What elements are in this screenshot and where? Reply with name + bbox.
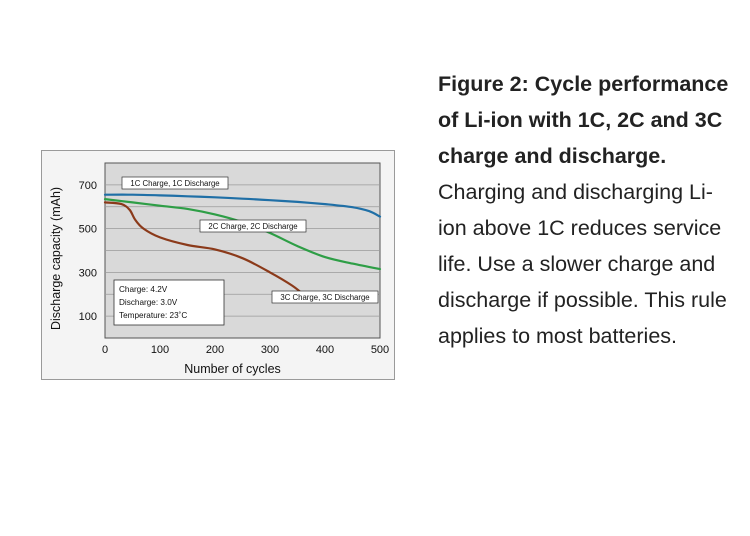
y-tick-label: 700: [79, 180, 97, 192]
x-tick-label: 400: [316, 344, 334, 356]
series-labels: 1C Charge, 1C Discharge 2C Charge, 2C Dis…: [121, 176, 379, 304]
x-tick-label: 300: [261, 344, 279, 356]
y-tick-label: 500: [79, 224, 97, 236]
series-label-box: [121, 176, 229, 190]
chart-figure: 100 300 500 700 0 100 200 300 400 500 1C Charge,…: [41, 150, 395, 380]
conditions-box-frame: [113, 279, 225, 326]
figure-caption: Figure 2: Cycle performance of Li-ion wi…: [438, 66, 738, 354]
conditions-line: Temperature: 23˚C: [119, 310, 187, 320]
series-label: 2C Charge, 2C Discharge: [199, 219, 307, 233]
series-label: 3C Charge, 3C Discharge: [271, 290, 379, 304]
series-line: [103, 201, 307, 298]
series-label-box: [199, 219, 307, 233]
conditions-box: Charge: 4.2V Discharge: 3.0V Temperature: …: [113, 279, 225, 326]
conditions-line: Charge: 4.2V: [119, 285, 168, 294]
y-tick-label: 100: [79, 311, 97, 323]
series-line: [103, 193, 382, 218]
x-tick-label: 100: [151, 344, 169, 356]
series-label-box: [271, 290, 379, 304]
y-axis-label: Discharge capacity (mAh): [49, 187, 63, 330]
x-tick-label: 0: [102, 344, 108, 356]
x-axis-label: Number of cycles: [184, 362, 281, 376]
caption-body: Charging and discharging Li-ion above 1C…: [438, 180, 727, 348]
series-label: 1C Charge, 1C Discharge: [121, 176, 229, 190]
chart-svg: 100 300 500 700 0 100 200 300 400 500 1C Charge,…: [49, 162, 389, 376]
x-tick-labels: 0 100 200 300 400 500: [102, 344, 389, 356]
caption-title: Figure 2: Cycle performance of Li-ion wi…: [438, 72, 729, 168]
series-label-text: 1C Charge, 1C Discharge: [130, 179, 219, 188]
conditions-line: Discharge: 3.0V: [119, 298, 178, 307]
x-tick-label: 500: [371, 344, 389, 356]
y-tick-label: 300: [79, 267, 97, 279]
y-tick-labels: 100 300 500 700: [79, 180, 97, 323]
series-label-text: 2C Charge, 2C Discharge: [208, 222, 297, 231]
series-label-text: 3C Charge, 3C Discharge: [280, 293, 369, 302]
x-tick-label: 200: [206, 344, 224, 356]
